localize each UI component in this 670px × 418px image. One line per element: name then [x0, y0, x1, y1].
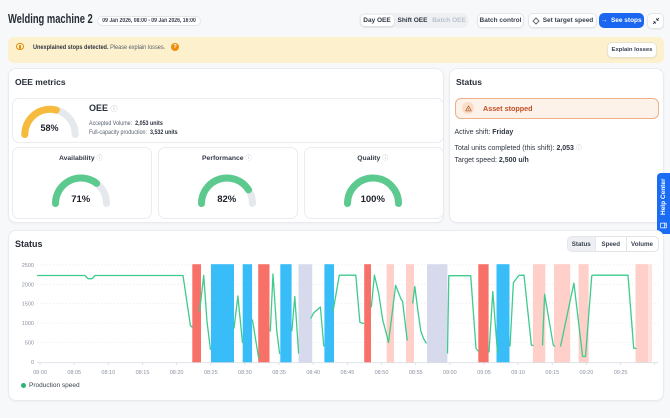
svg-text:500: 500 [25, 340, 34, 346]
svg-text:08:10: 08:10 [101, 370, 115, 376]
svg-text:08:30: 08:30 [238, 370, 252, 376]
svg-text:08:20: 08:20 [170, 370, 184, 376]
svg-text:09:15: 09:15 [545, 370, 559, 376]
svg-text:1000: 1000 [22, 321, 34, 327]
svg-text:08:25: 08:25 [204, 370, 218, 376]
svg-text:1500: 1500 [22, 301, 34, 307]
svg-text:08:15: 08:15 [136, 370, 150, 376]
svg-text:09:25: 09:25 [614, 370, 628, 376]
svg-text:08:40: 08:40 [306, 370, 320, 376]
svg-text:08:35: 08:35 [272, 370, 286, 376]
svg-text:2500: 2500 [22, 262, 34, 268]
svg-text:08:55: 08:55 [409, 370, 423, 376]
svg-text:09:00: 09:00 [443, 370, 457, 376]
svg-text:09:20: 09:20 [580, 370, 594, 376]
svg-text:08:50: 08:50 [375, 370, 389, 376]
svg-text:08:45: 08:45 [341, 370, 355, 376]
svg-text:08:00: 08:00 [33, 370, 47, 376]
svg-text:2000: 2000 [22, 282, 34, 288]
svg-text:0: 0 [31, 359, 34, 365]
svg-text:09:05: 09:05 [477, 370, 491, 376]
svg-text:09:10: 09:10 [511, 370, 525, 376]
svg-text:08:05: 08:05 [67, 370, 81, 376]
